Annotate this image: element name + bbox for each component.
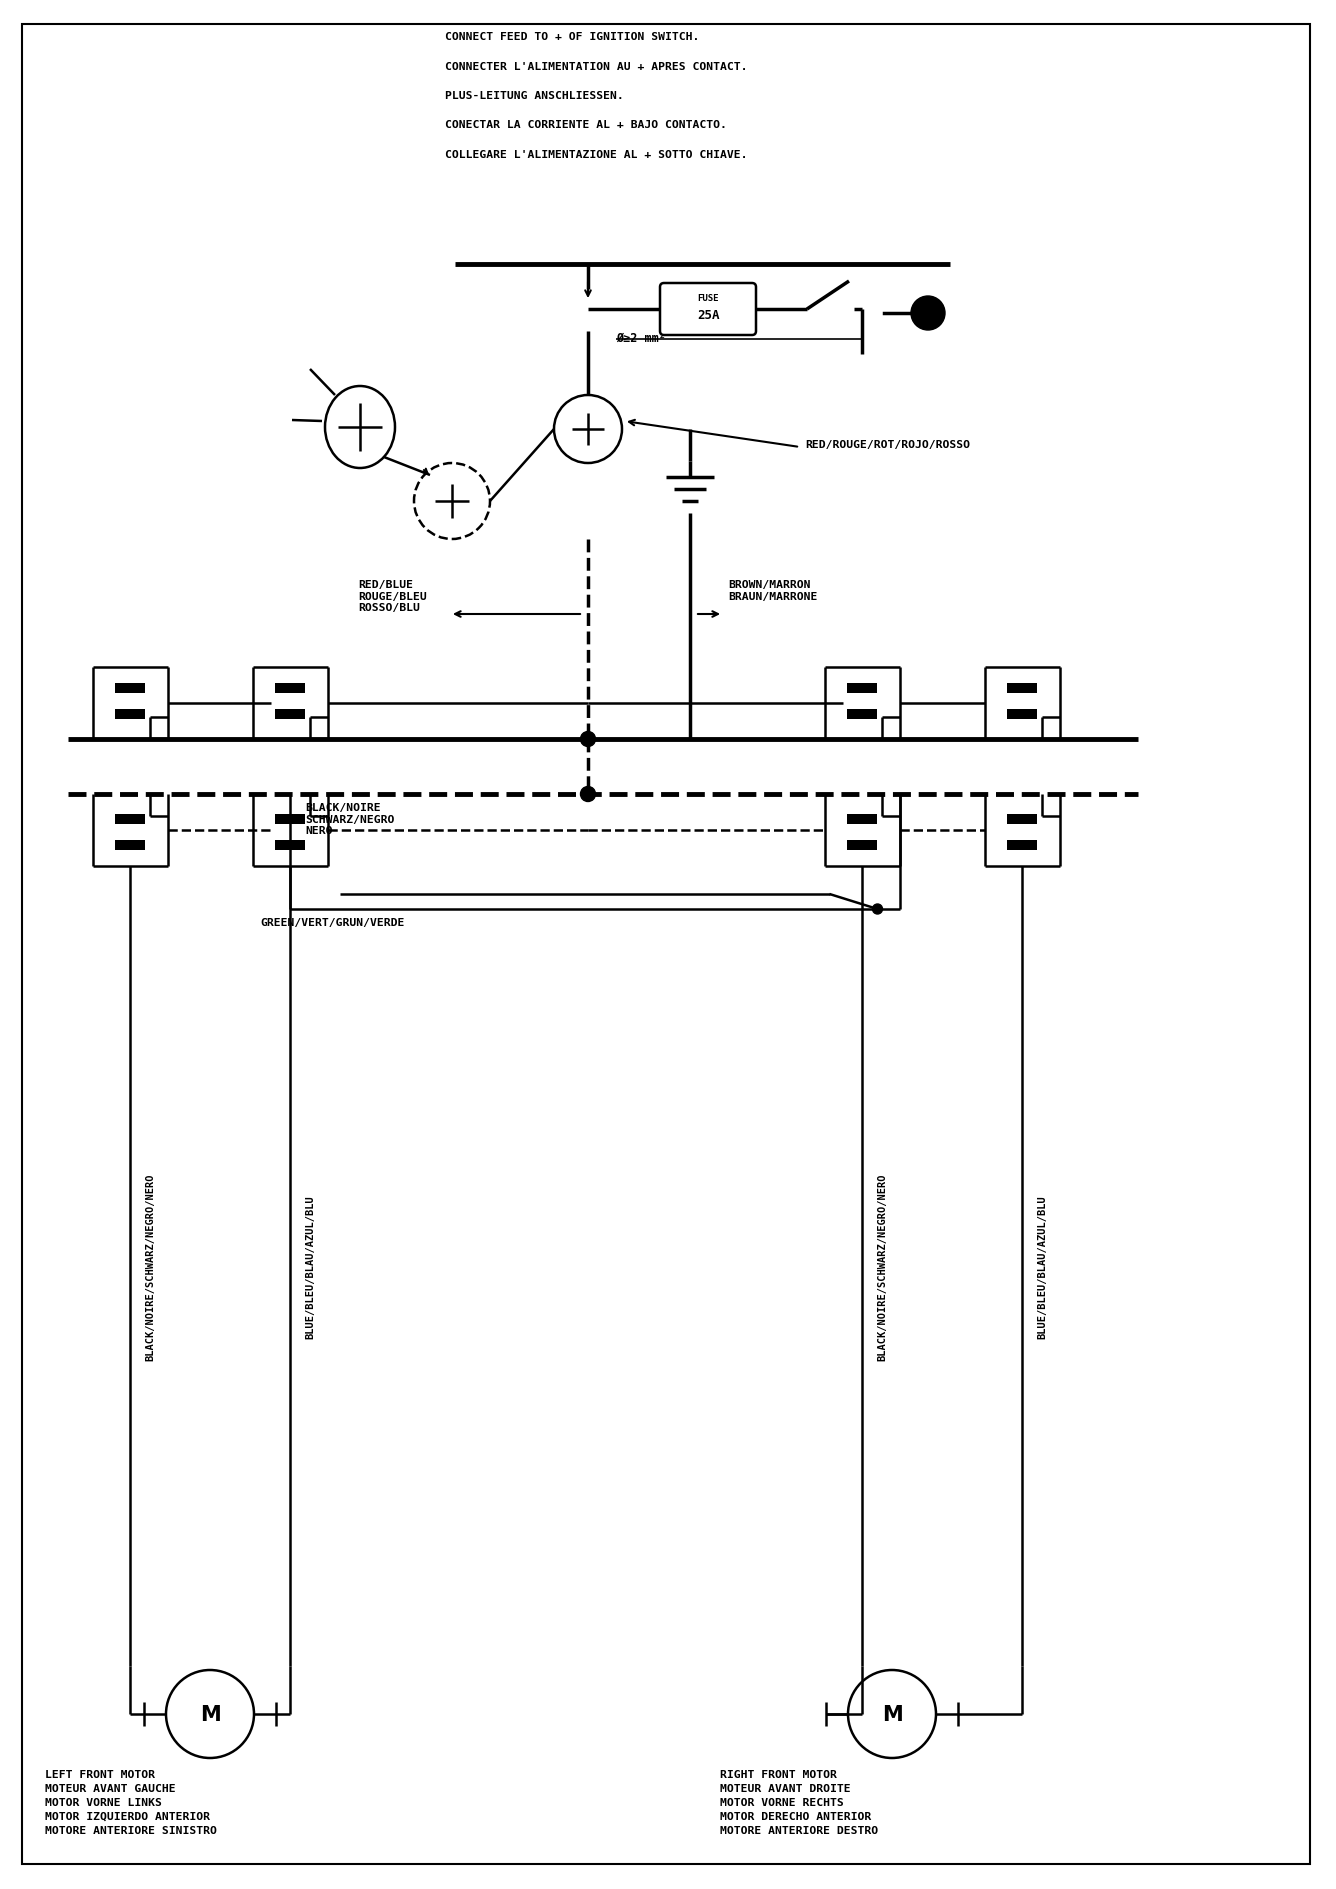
Bar: [847, 684, 876, 693]
Circle shape: [581, 788, 596, 803]
Text: BLACK/NOIRE
SCHWARZ/NEGRO
NERO: BLACK/NOIRE SCHWARZ/NEGRO NERO: [305, 803, 394, 835]
Bar: [275, 710, 305, 720]
Circle shape: [911, 297, 945, 331]
Text: CONECTAR LA CORRIENTE AL + BAJO CONTACTO.: CONECTAR LA CORRIENTE AL + BAJO CONTACTO…: [445, 121, 727, 130]
Text: BLACK/NOIRE/SCHWARZ/NEGRO/NERO: BLACK/NOIRE/SCHWARZ/NEGRO/NERO: [876, 1173, 887, 1360]
Bar: [115, 710, 146, 720]
Bar: [1007, 710, 1037, 720]
Bar: [115, 684, 146, 693]
Bar: [847, 841, 876, 850]
Text: RIGHT FRONT MOTOR
MOTEUR AVANT DROITE
MOTOR VORNE RECHTS
MOTOR DERECHO ANTERIOR
: RIGHT FRONT MOTOR MOTEUR AVANT DROITE MO…: [720, 1770, 878, 1834]
Bar: [1007, 841, 1037, 850]
Bar: [847, 710, 876, 720]
Text: FUSE: FUSE: [697, 295, 719, 304]
Text: M: M: [199, 1704, 220, 1725]
Ellipse shape: [325, 387, 395, 468]
Text: CONNECT FEED TO + OF IGNITION SWITCH.: CONNECT FEED TO + OF IGNITION SWITCH.: [445, 32, 699, 42]
Bar: [115, 814, 146, 825]
Text: M: M: [882, 1704, 902, 1725]
Text: RED/ROUGE/ROT/ROJO/ROSSO: RED/ROUGE/ROT/ROJO/ROSSO: [806, 440, 970, 450]
Circle shape: [581, 733, 596, 748]
Text: BROWN/MARRON
BRAUN/MARRONE: BROWN/MARRON BRAUN/MARRONE: [728, 580, 818, 601]
Circle shape: [872, 905, 883, 914]
Bar: [275, 841, 305, 850]
FancyBboxPatch shape: [660, 283, 756, 336]
Bar: [847, 814, 876, 825]
Bar: [275, 684, 305, 693]
Text: CONNECTER L'ALIMENTATION AU + APRES CONTACT.: CONNECTER L'ALIMENTATION AU + APRES CONT…: [445, 62, 748, 72]
Text: BLACK/NOIRE/SCHWARZ/NEGRO/NERO: BLACK/NOIRE/SCHWARZ/NEGRO/NERO: [146, 1173, 155, 1360]
Text: 25A: 25A: [697, 310, 719, 323]
Bar: [1007, 814, 1037, 825]
Text: LEFT FRONT MOTOR
MOTEUR AVANT GAUCHE
MOTOR VORNE LINKS
MOTOR IZQUIERDO ANTERIOR
: LEFT FRONT MOTOR MOTEUR AVANT GAUCHE MOT…: [45, 1770, 216, 1834]
Bar: [115, 841, 146, 850]
Text: RED/BLUE
ROUGE/BLEU
ROSSO/BLU: RED/BLUE ROUGE/BLEU ROSSO/BLU: [358, 580, 426, 612]
Bar: [1007, 684, 1037, 693]
Text: PLUS-LEITUNG ANSCHLIESSEN.: PLUS-LEITUNG ANSCHLIESSEN.: [445, 91, 624, 100]
Text: Ø≥2 mm²: Ø≥2 mm²: [616, 331, 665, 344]
Text: COLLEGARE L'ALIMENTAZIONE AL + SOTTO CHIAVE.: COLLEGARE L'ALIMENTAZIONE AL + SOTTO CHI…: [445, 149, 748, 161]
Text: BLUE/BLEU/BLAU/AZUL/BLU: BLUE/BLEU/BLAU/AZUL/BLU: [305, 1194, 315, 1337]
Bar: [275, 814, 305, 825]
Text: GREEN/VERT/GRUN/VERDE: GREEN/VERT/GRUN/VERDE: [261, 918, 405, 927]
Text: BLUE/BLEU/BLAU/AZUL/BLU: BLUE/BLEU/BLAU/AZUL/BLU: [1037, 1194, 1047, 1337]
